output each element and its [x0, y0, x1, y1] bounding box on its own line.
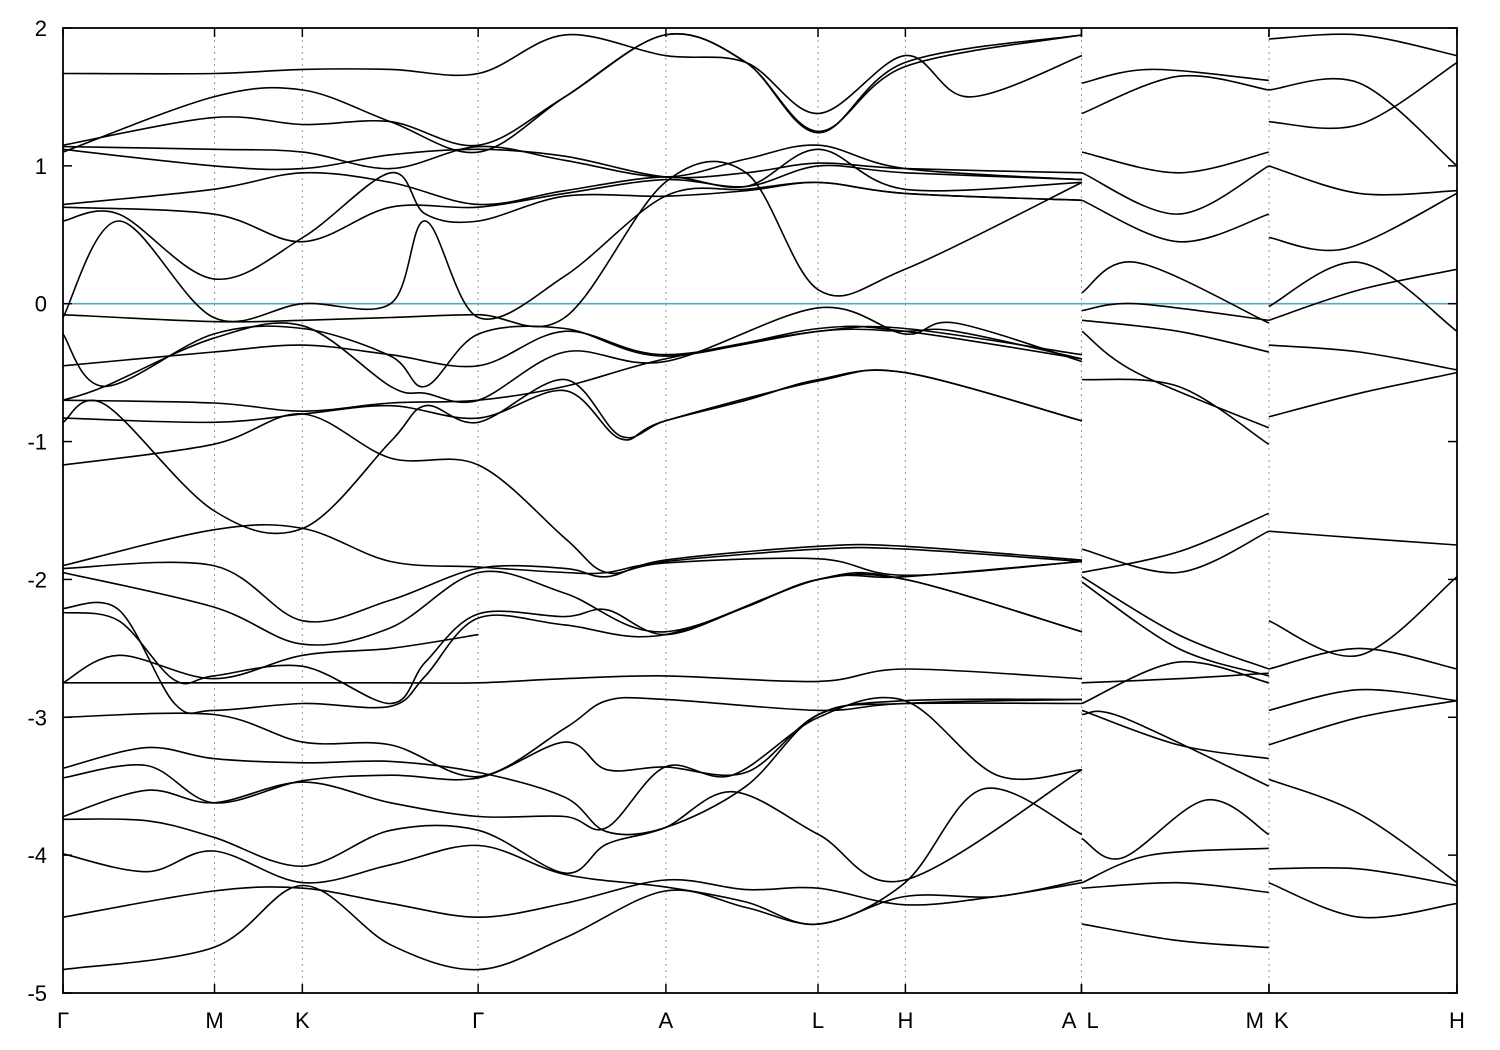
band-line-54 — [1081, 68, 1269, 84]
band-line-49 — [1081, 261, 1270, 324]
tick-layer — [62, 27, 1458, 994]
band-line-30 — [63, 33, 1083, 154]
band-line-52 — [1081, 151, 1269, 174]
band-line-11 — [63, 571, 1083, 715]
band-line-25 — [63, 164, 1083, 243]
band-line-35 — [1081, 847, 1269, 884]
y-tick-label: -2 — [27, 567, 47, 592]
band-line-51 — [1081, 165, 1270, 215]
band-line-64 — [1268, 344, 1457, 371]
band-line-16 — [63, 369, 1083, 535]
y-tick-labels: 2 1 0 -1 -2 -3 -4 -5 — [27, 16, 47, 1006]
band-line-38 — [1081, 709, 1269, 760]
y-tick-label: -1 — [27, 430, 47, 455]
band-line-31 — [63, 33, 1083, 115]
band-line-42 — [1081, 576, 1270, 670]
band-line-19 — [63, 306, 1083, 404]
band-line-17 — [63, 369, 1083, 441]
band-line-27 — [63, 148, 1083, 179]
band-line-46 — [1081, 330, 1270, 429]
band-line-3 — [63, 787, 1083, 926]
y-tick-label: -3 — [27, 705, 47, 730]
y-tick-label: -5 — [27, 981, 47, 1006]
band-line-57 — [1268, 778, 1457, 884]
x-tick-label: L — [812, 1008, 824, 1033]
band-line-36 — [1081, 799, 1270, 860]
band-line-33 — [1081, 923, 1269, 949]
band-line-28 — [63, 144, 1083, 181]
band-line-12 — [63, 560, 1083, 646]
band-line-65 — [1268, 261, 1457, 332]
band-line-39 — [1081, 660, 1269, 705]
band-line-67 — [1268, 192, 1457, 252]
band-line-56 — [1268, 866, 1457, 887]
band-line-29 — [63, 33, 1083, 147]
band-line-55 — [1268, 881, 1457, 919]
band-line-48 — [1081, 302, 1269, 322]
y-tick-label: 1 — [35, 154, 47, 179]
band-line-8 — [63, 696, 1083, 778]
y-tick-label: 0 — [35, 292, 47, 317]
band-line-66 — [1268, 268, 1457, 322]
band-line-40 — [1081, 672, 1269, 684]
band-line-1 — [63, 879, 1083, 971]
x-tick-label: L — [1086, 1008, 1098, 1033]
band-line-50 — [1081, 199, 1270, 243]
band-line-13 — [63, 543, 1083, 623]
band-line-62 — [1268, 530, 1457, 546]
band-line-58 — [1268, 699, 1457, 746]
band-line-47 — [1081, 319, 1269, 353]
band-line-4 — [63, 769, 1083, 883]
x-tick-label: K — [1274, 1008, 1289, 1033]
band-line-44 — [1081, 530, 1270, 574]
band-line-22 — [63, 160, 1083, 328]
x-tick-label: K — [295, 1008, 310, 1033]
x-tick-label: M — [1246, 1008, 1264, 1033]
y-tick-label: 2 — [35, 16, 47, 41]
band-line-18 — [63, 328, 1083, 413]
band-line-9 — [63, 668, 1083, 684]
band-line-15 — [63, 413, 1083, 577]
plot-frame — [62, 27, 1458, 994]
band-line-69 — [1268, 61, 1457, 130]
band-lines-layer — [63, 33, 1457, 971]
x-tick-label: H — [1449, 1008, 1465, 1033]
band-line-43 — [1081, 512, 1270, 574]
band-line-68 — [1268, 165, 1457, 196]
x-tick-label: Γ — [57, 1008, 69, 1033]
band-line-32 — [63, 633, 479, 684]
band-line-70 — [1268, 78, 1457, 167]
band-line-71 — [1268, 33, 1457, 57]
band-line-21 — [63, 325, 1083, 388]
y-tick-label: -4 — [27, 843, 47, 868]
band-line-20 — [63, 325, 1083, 368]
band-line-26 — [63, 148, 1083, 206]
x-tick-label: M — [205, 1008, 223, 1033]
band-line-60 — [1268, 647, 1457, 670]
band-line-5 — [63, 696, 1083, 831]
x-tick-label: A — [1062, 1008, 1077, 1033]
band-line-2 — [63, 878, 1083, 919]
band-line-53 — [1081, 74, 1269, 115]
band-line-37 — [1081, 710, 1270, 787]
band-line-10 — [63, 573, 1083, 705]
band-line-7 — [63, 698, 1083, 836]
band-line-23 — [63, 181, 1083, 323]
grid-layer — [214, 28, 1270, 993]
band-line-34 — [1081, 881, 1269, 894]
band-line-45 — [1081, 378, 1270, 445]
band-line-61 — [1268, 576, 1457, 658]
band-line-63 — [1268, 371, 1457, 418]
band-line-24 — [63, 171, 1083, 281]
band-line-41 — [1081, 581, 1270, 677]
x-tick-label: Γ — [472, 1008, 484, 1033]
band-line-14 — [63, 523, 1083, 575]
band-line-59 — [1268, 688, 1457, 712]
x-tick-label: H — [897, 1008, 913, 1033]
x-tick-label: A — [659, 1008, 674, 1033]
